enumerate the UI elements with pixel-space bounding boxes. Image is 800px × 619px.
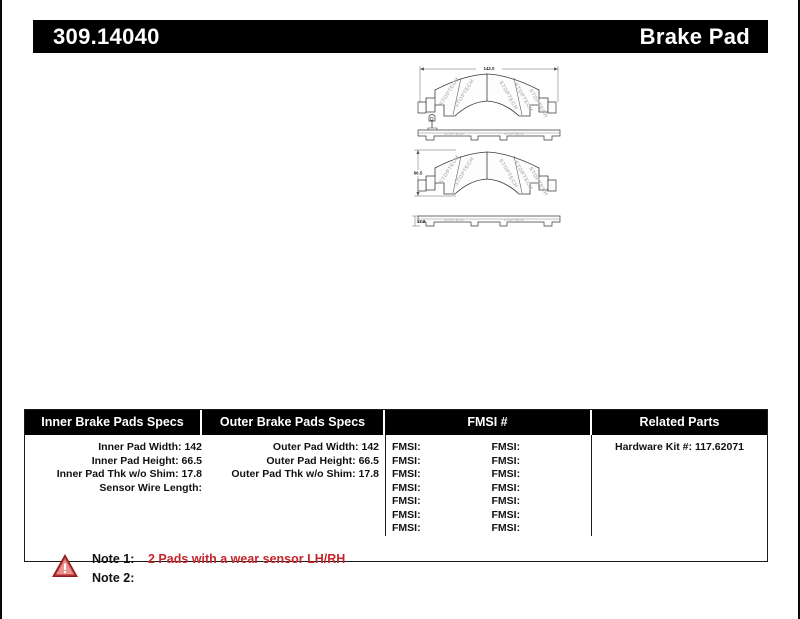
drawing-outer-pad: 142.0: [417, 65, 559, 120]
note-row-2: Note 2:: [92, 571, 345, 590]
brake-pad-technical-drawing: STOPTECH STOPTECH STOPTECH STOPTECH STOP…: [404, 58, 574, 233]
fmsi-entry: FMSI:: [392, 481, 421, 494]
specs-table: Inner Brake Pads Specs Outer Brake Pads …: [24, 409, 768, 562]
column-header-outer-brake-pads-specs: Outer Brake Pads Specs: [202, 410, 385, 435]
spec-inner-pad-width: Inner Pad Width: 142: [98, 441, 202, 453]
fmsi-column-right: FMSI: FMSI: FMSI: FMSI: FMSI: FMSI: FMSI…: [492, 441, 592, 536]
notes-section: Note 1: 2 Pads with a wear sensor LH/RH …: [52, 552, 345, 590]
specs-table-header-row: Inner Brake Pads Specs Outer Brake Pads …: [25, 410, 767, 435]
outer-specs-cell: Outer Pad Width: 142 Outer Pad Height: 6…: [202, 435, 385, 482]
page-frame-left-border: [0, 0, 2, 619]
header-bar: 309.14040 Brake Pad: [33, 20, 768, 53]
page-frame-right-border: [798, 0, 800, 619]
fmsi-cell: FMSI: FMSI: FMSI: FMSI: FMSI: FMSI: FMSI…: [385, 435, 592, 536]
spec-inner-pad-thickness: Inner Pad Thk w/o Shim: 17.8: [56, 468, 202, 480]
fmsi-entry: FMSI:: [392, 454, 421, 467]
inner-specs-cell: Inner Pad Width: 142 Inner Pad Height: 6…: [25, 435, 202, 495]
fmsi-entry: FMSI:: [392, 495, 421, 507]
note-2-label: Note 2:: [92, 571, 135, 585]
spec-outer-pad-width: Outer Pad Width: 142: [272, 441, 379, 453]
fmsi-column-left: FMSI: FMSI: FMSI: FMSI: FMSI: FMSI: FMSI…: [392, 441, 492, 536]
fmsi-entry: FMSI:: [392, 522, 421, 534]
fmsi-entry: FMSI:: [491, 522, 521, 534]
fmsi-entry: FMSI:: [491, 508, 521, 521]
fmsi-entry: FMSI:: [392, 508, 421, 521]
column-header-inner-brake-pads-specs: Inner Brake Pads Specs: [25, 410, 202, 435]
note-1-label: Note 1:: [92, 552, 135, 566]
dimension-thickness-label: 17.8: [417, 219, 426, 224]
spec-outer-pad-thickness: Outer Pad Thk w/o Shim: 17.8: [231, 468, 379, 480]
fmsi-entry: FMSI:: [491, 441, 521, 453]
fmsi-entry: FMSI:: [491, 495, 521, 507]
specs-table-body-row: Inner Pad Width: 142 Inner Pad Height: 6…: [25, 435, 767, 561]
fmsi-entry: FMSI:: [491, 468, 521, 480]
notes-list: Note 1: 2 Pads with a wear sensor LH/RH …: [92, 552, 345, 590]
drawing-inner-pad-side-view: 17.8: [412, 215, 561, 227]
note-row-1: Note 1: 2 Pads with a wear sensor LH/RH: [92, 552, 345, 571]
fmsi-entry: FMSI:: [491, 454, 521, 467]
column-header-related-parts: Related Parts: [592, 410, 767, 435]
page-title: Brake Pad: [639, 23, 750, 49]
spec-sensor-wire-length: Sensor Wire Length:: [99, 481, 202, 494]
spec-inner-pad-height: Inner Pad Height: 66.5: [91, 454, 202, 467]
drawing-inner-pad: 66.5: [410, 149, 557, 198]
fmsi-entry: FMSI:: [392, 468, 421, 480]
related-parts-cell: Hardware Kit #: 117.62071: [592, 435, 767, 455]
fmsi-entry: FMSI:: [392, 441, 421, 453]
fmsi-entry: FMSI:: [491, 481, 521, 494]
related-part-hardware-kit: Hardware Kit #: 117.62071: [615, 441, 744, 453]
dimension-height-label: 66.5: [414, 171, 423, 176]
drawing-outer-pad-side-view: [417, 129, 561, 141]
dimension-width-label: 142.0: [484, 66, 496, 71]
spec-outer-pad-height: Outer Pad Height: 66.5: [266, 454, 379, 467]
column-header-fmsi: FMSI #: [385, 410, 592, 435]
drawing-sensor-clip: [427, 114, 438, 132]
note-1-value: 2 Pads with a wear sensor LH/RH: [148, 552, 346, 566]
warning-triangle-icon: [52, 553, 78, 578]
part-number: 309.14040: [53, 23, 160, 49]
